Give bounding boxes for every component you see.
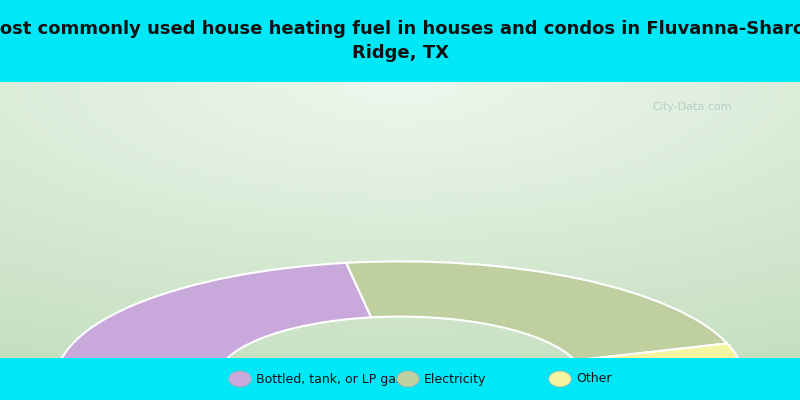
Text: Electricity: Electricity	[424, 372, 486, 386]
Text: Most commonly used house heating fuel in houses and condos in Fluvanna-Sharon
Ri: Most commonly used house heating fuel in…	[0, 20, 800, 62]
Ellipse shape	[549, 371, 571, 387]
Text: City-Data.com: City-Data.com	[652, 102, 732, 112]
Wedge shape	[56, 263, 371, 380]
Wedge shape	[575, 344, 744, 380]
Ellipse shape	[229, 371, 251, 387]
Text: Bottled, tank, or LP gas: Bottled, tank, or LP gas	[256, 372, 402, 386]
Ellipse shape	[397, 371, 419, 387]
Wedge shape	[346, 262, 727, 360]
Text: Other: Other	[576, 372, 611, 386]
